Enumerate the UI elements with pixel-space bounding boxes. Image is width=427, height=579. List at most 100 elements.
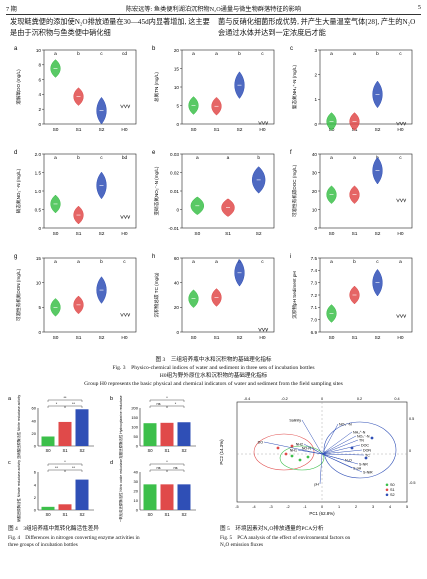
fig4-caption-cn: 图 4 3组培养瓶中氮转化酶活性差异	[8, 526, 99, 532]
x-tick-label: H0	[121, 231, 127, 237]
fig4-panel-b: b 0 50 100 150 200 羟胺还原酶活性 Hydroxylamine reduc…	[110, 395, 196, 458]
bar-S0	[41, 436, 55, 446]
h0-points	[396, 314, 407, 319]
fig4-panel-a: a 0 20 40 60 亚硝酸还原酶活性 Nitrite reductase activ…	[8, 395, 94, 459]
loading-label: TC	[365, 454, 370, 458]
h0-points	[396, 121, 407, 126]
y-tick-label: 40	[312, 152, 318, 157]
y-tick-label: 10	[36, 48, 42, 53]
sig-bracket	[64, 469, 83, 472]
bar-S2	[177, 422, 191, 446]
y-tick-label: 15	[174, 66, 180, 71]
loading-label: DON	[363, 449, 371, 453]
sig-bracket	[47, 463, 83, 466]
fig4-panel-c: c 0 2 4 6 硝酸还原酶活性 Nitrate reductase activity S…	[8, 460, 94, 522]
sample-point	[290, 454, 294, 458]
plot-frame	[319, 49, 413, 125]
loading-arrow	[311, 447, 323, 455]
sig-letter: b	[77, 155, 80, 161]
sig-letter: b	[100, 259, 103, 265]
bar-S1	[160, 484, 174, 510]
group-ellipse-S0	[279, 445, 325, 471]
x-tick-label: S0	[329, 231, 335, 237]
y-tick-label: 15	[36, 256, 42, 261]
loading-label: NH1	[290, 449, 297, 453]
x-tick-label: S2	[181, 512, 187, 517]
x-tick-label: S0	[45, 448, 51, 453]
y-tick-label: 20	[32, 431, 37, 436]
y-tick-label: 7.1	[311, 305, 318, 310]
fig3-panel-i: i 6.9 7.0 7.1 7.2 7.3 7.4 7.5 沉积物pH Sediment pH S…	[290, 254, 413, 341]
right-tick-label: 0.5	[409, 417, 414, 421]
y-tick-label: 2	[34, 495, 37, 500]
x-tick-label: S1	[214, 335, 220, 341]
y-tick-label: 4	[34, 482, 37, 487]
panel-tag: a	[8, 396, 12, 402]
loading-arrow	[263, 441, 323, 455]
y-tick-label: 0.03	[170, 152, 179, 157]
group-ellipse-S1	[253, 433, 315, 471]
x-tick-label: S2	[237, 127, 243, 133]
x-tick-label: S2	[181, 448, 187, 453]
y-axis-label: 亚硝态氮NO₂⁻-N (mg/L)	[153, 166, 160, 215]
y-tick-label: 5	[38, 305, 41, 310]
y-tick-label: 7.3	[311, 280, 318, 285]
legend-swatch	[385, 493, 389, 497]
loading-label: Salinity	[289, 419, 301, 423]
x-tick-label: S0	[53, 231, 59, 237]
loading-label: pH	[314, 483, 319, 487]
x-tick-label: -5	[235, 505, 238, 509]
sig-bracket	[64, 405, 83, 408]
fig3-caption-cn: 图 3 三组培养瓶中水和沉积物的基础理化指标	[155, 357, 272, 363]
y-tick-label: 6	[34, 470, 37, 475]
plot-frame	[181, 49, 275, 125]
y-axis-label: 羟胺还原酶活性 Hydroxylamine reductase	[118, 395, 123, 458]
sig-letter: a	[399, 260, 402, 265]
y-tick-label: 40	[134, 470, 139, 475]
fig4-panel-d: d 0 10 20 30 40 一氧化氮还原酶活性 Nitric oxide reducta…	[110, 459, 196, 522]
x-tick-label: S0	[194, 231, 200, 237]
legend-label: S0	[390, 483, 395, 487]
y-tick-label: 5	[176, 103, 179, 108]
page-number: 5	[417, 4, 421, 11]
sig-letter: c	[100, 52, 103, 57]
x-tick-label: S0	[329, 335, 335, 341]
sig-letter: a	[54, 156, 57, 161]
y-tick-label: 20	[174, 305, 180, 310]
loading-arrow	[321, 423, 339, 455]
fig4-caption-en-1: Fig. 4 Differences in nitrogen convertin…	[8, 535, 140, 541]
top-tick-label: -0.2	[281, 397, 288, 401]
bar-S1	[58, 504, 72, 510]
sig-bracket	[47, 399, 83, 402]
sig-label: **	[55, 466, 58, 470]
sig-letter: a	[192, 260, 195, 265]
bar-S2	[75, 409, 89, 446]
x-tick-label: H0	[397, 335, 403, 341]
y-tick-label: -0.01	[169, 226, 180, 231]
y-tick-label: 0	[136, 444, 139, 449]
sig-letter: a	[192, 52, 195, 57]
plot-frame	[181, 257, 275, 333]
right-tick-label: -0.5	[409, 481, 416, 485]
y-tick-label: 7.4	[311, 268, 318, 273]
y-tick-label: 50	[134, 434, 139, 439]
x-tick-label: S2	[79, 512, 85, 517]
loading-label: DOC	[361, 444, 369, 448]
y-tick-label: 2	[314, 72, 317, 77]
x-tick-label: 4	[389, 505, 391, 509]
panel-tag: c	[8, 460, 11, 466]
x-tick-label: S1	[164, 512, 170, 517]
sig-label: *	[175, 402, 177, 406]
sig-letter: a	[353, 52, 356, 57]
y-tick-label: 10	[134, 498, 139, 503]
y-tick-label: 10	[174, 85, 180, 90]
x-tick-label: S1	[76, 335, 82, 341]
y-tick-label: 10	[312, 207, 318, 212]
y-tick-label: 7.0	[311, 317, 318, 322]
sample-point	[290, 444, 294, 448]
sig-label: *	[64, 460, 66, 464]
x-tick-label: S1	[352, 335, 358, 341]
loading-label: NH2	[296, 443, 303, 447]
y-tick-label: 0.01	[170, 189, 179, 194]
